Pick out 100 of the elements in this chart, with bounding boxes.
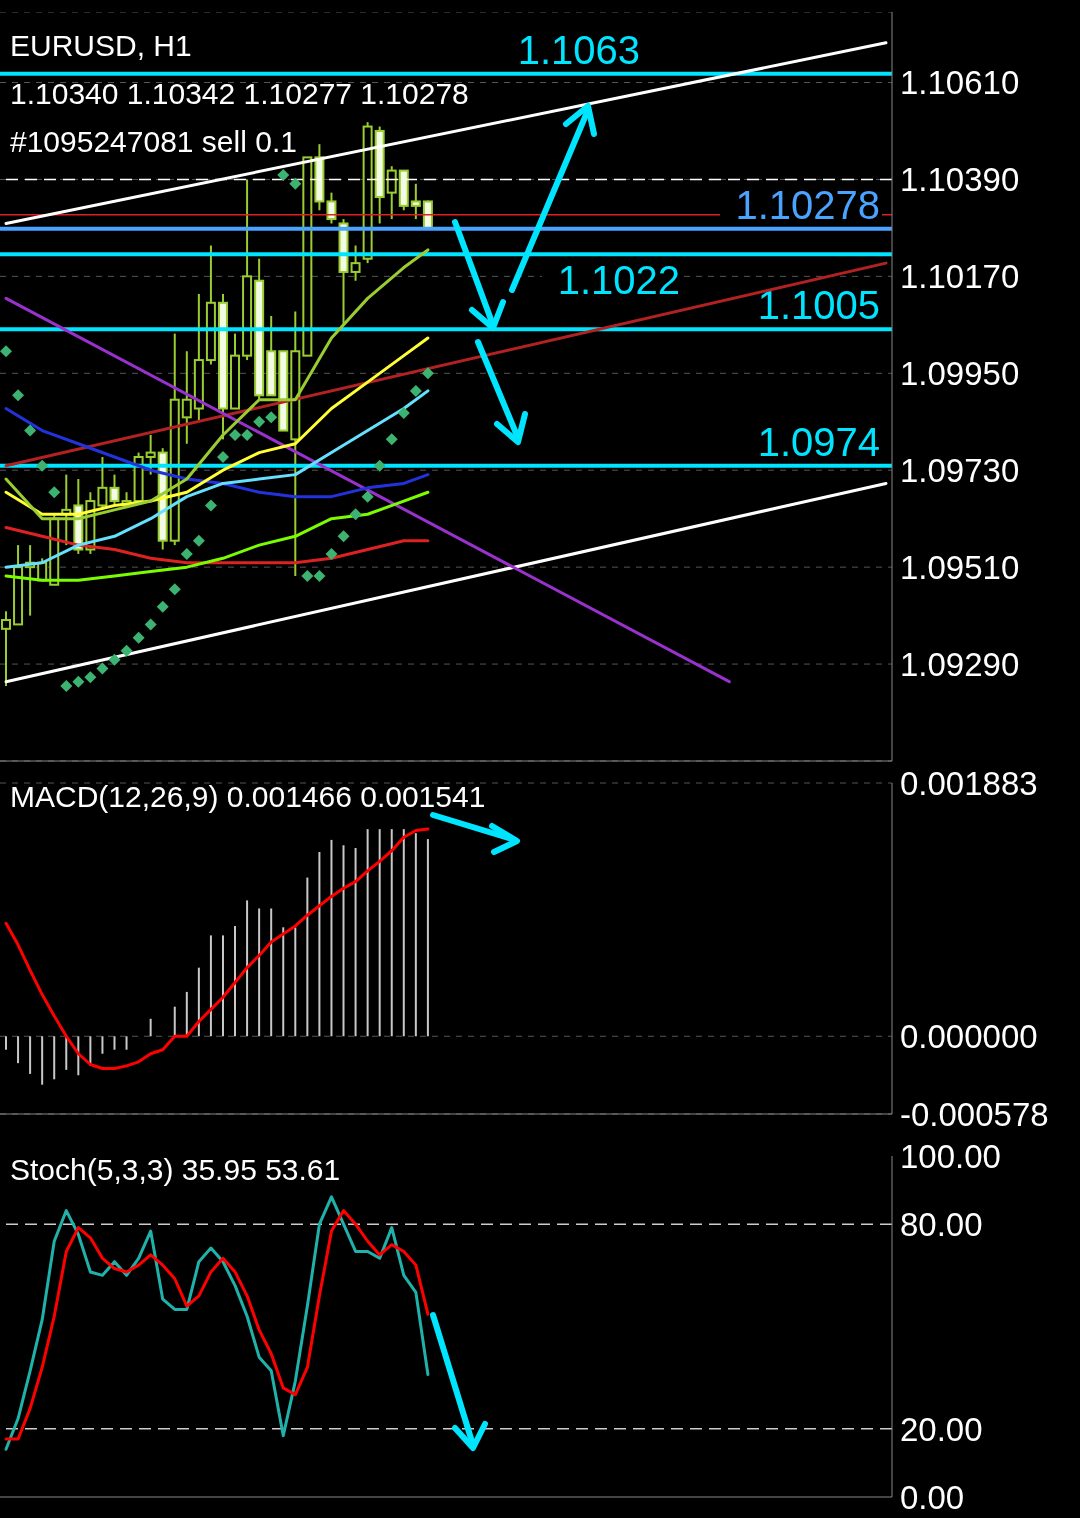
point <box>60 680 73 693</box>
annotation: #1095247081 sell 0.1 <box>10 124 298 160</box>
point <box>132 631 145 644</box>
y-tick-label: 1.09730 <box>900 451 1020 489</box>
point <box>337 530 350 543</box>
y-tick-label: 20.00 <box>900 1410 983 1448</box>
annotation: 1.10340 1.10342 1.10277 1.10278 <box>10 76 469 112</box>
bar <box>197 967 200 1037</box>
bar <box>366 829 369 1037</box>
y-tick-label: 0.000000 <box>900 1017 1038 1055</box>
point <box>156 600 169 613</box>
bar <box>270 908 273 1037</box>
chart-title: MACD(12,26,9) 0.001466 0.001541 <box>10 779 486 815</box>
bar <box>258 908 261 1037</box>
bar <box>306 877 309 1037</box>
bar <box>426 839 429 1037</box>
point <box>373 459 386 472</box>
bar <box>29 1036 32 1074</box>
line-series <box>4 827 430 1071</box>
y-tick-label: 1.09290 <box>900 645 1020 683</box>
point <box>48 486 61 499</box>
y-tick-label: 100.00 <box>900 1137 1001 1175</box>
bar <box>342 845 345 1037</box>
point <box>0 345 13 358</box>
bar <box>5 1036 7 1050</box>
point <box>24 424 37 437</box>
point <box>289 177 302 190</box>
line-series <box>4 525 430 565</box>
bar <box>65 1036 68 1070</box>
bar <box>125 1036 128 1050</box>
point <box>120 644 133 657</box>
point <box>313 569 326 582</box>
bar <box>402 829 405 1037</box>
bar <box>234 925 237 1037</box>
bar <box>246 900 249 1037</box>
point <box>421 367 434 380</box>
ref-line-label: 1.1005 <box>757 283 880 328</box>
candlestick <box>181 350 192 445</box>
bar <box>282 927 285 1037</box>
bar <box>330 839 333 1037</box>
bar <box>101 1036 104 1054</box>
y-tick-label: 1.09510 <box>900 548 1020 586</box>
point <box>96 662 109 675</box>
bar <box>354 847 357 1037</box>
point <box>84 671 97 684</box>
point <box>277 169 290 182</box>
candlestick <box>145 433 156 476</box>
bar <box>390 829 393 1037</box>
point <box>144 618 157 631</box>
point <box>229 428 242 441</box>
point <box>385 433 398 446</box>
bar <box>53 1036 56 1080</box>
line-series <box>4 490 430 582</box>
bar <box>185 991 188 1037</box>
y-tick-label: 0.001883 <box>900 764 1038 802</box>
point <box>36 459 49 472</box>
bar <box>17 1036 20 1064</box>
bar <box>41 1036 44 1085</box>
bar <box>318 852 321 1037</box>
point <box>12 389 25 402</box>
point <box>217 450 229 463</box>
point <box>192 534 205 547</box>
y-tick-label: -0.000578 <box>900 1095 1049 1133</box>
y-tick-label: 0.00 <box>900 1478 965 1516</box>
y-tick-label: 1.10390 <box>900 161 1020 199</box>
point <box>108 653 121 666</box>
ref-line-label: 1.1063 <box>517 27 640 72</box>
point <box>72 675 85 688</box>
bar <box>209 935 212 1037</box>
point <box>301 569 314 582</box>
point <box>204 499 217 512</box>
point <box>180 547 193 560</box>
text: EURUSD, H1 <box>10 28 193 64</box>
point <box>409 384 422 397</box>
line-series <box>4 407 430 499</box>
y-tick-label: 1.10610 <box>900 64 1020 102</box>
bar <box>149 1018 152 1037</box>
candlestick <box>109 473 120 507</box>
candlestick <box>350 244 361 282</box>
point <box>361 490 374 503</box>
candlestick <box>326 191 337 225</box>
y-tick-label: 1.09950 <box>900 355 1020 392</box>
chart-title: Stoch(5,3,3) 35.95 53.61 <box>10 1152 341 1188</box>
candlestick <box>410 182 421 221</box>
y-tick-label: 80.00 <box>900 1205 983 1243</box>
bar <box>113 1036 116 1050</box>
bar <box>294 927 297 1037</box>
bar <box>378 829 381 1037</box>
line-series <box>4 336 430 516</box>
point <box>397 406 410 419</box>
bar <box>414 833 417 1037</box>
bar <box>173 1006 176 1037</box>
candlestick <box>386 165 397 221</box>
point <box>168 583 181 596</box>
bar <box>221 935 224 1037</box>
point <box>265 411 278 424</box>
ref-line-label: 1.0974 <box>757 419 880 464</box>
ref-line-label: 1.10278 <box>735 182 880 227</box>
ref-line-label: 1.1022 <box>557 258 680 303</box>
point <box>349 508 362 521</box>
